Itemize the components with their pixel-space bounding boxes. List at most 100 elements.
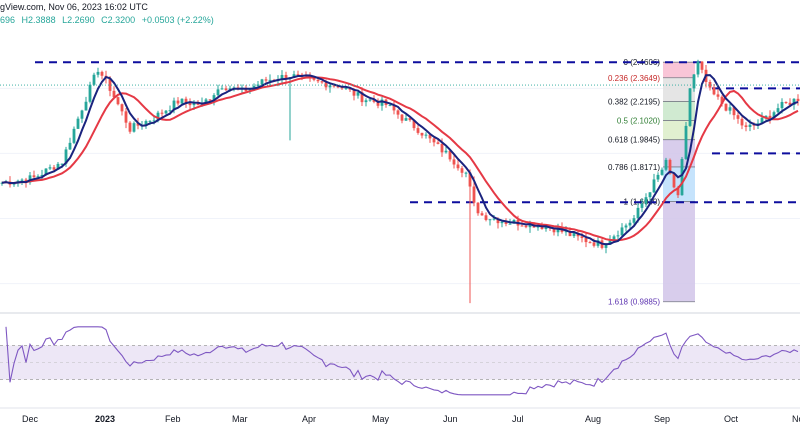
candle-body — [364, 100, 368, 103]
x-tick-label: Mar — [232, 414, 248, 424]
candle — [624, 223, 628, 232]
candle — [648, 192, 652, 202]
candle — [132, 121, 136, 133]
candle-body — [100, 71, 104, 76]
candle-body — [360, 92, 364, 103]
candle-body — [124, 111, 128, 123]
candle-body — [632, 218, 636, 223]
candle-body — [716, 94, 720, 97]
candle — [700, 61, 704, 74]
candle — [80, 109, 84, 123]
candle-body — [692, 74, 696, 89]
candle-body — [212, 95, 216, 100]
candle-body — [772, 112, 776, 119]
x-tick-label: 2023 — [95, 414, 115, 424]
fib-label: 0.382 (2.2195) — [608, 97, 660, 106]
x-tick-label: Dec — [22, 414, 39, 424]
candle-body — [156, 112, 160, 121]
candle-body — [284, 74, 288, 80]
candle-body — [80, 110, 84, 119]
candle-body — [744, 125, 748, 127]
candle-body — [556, 227, 560, 233]
candle — [456, 159, 460, 171]
fib-label: 0.786 (1.8171) — [608, 163, 660, 172]
candle-body — [496, 218, 500, 224]
candle — [420, 132, 424, 139]
candle — [708, 79, 712, 91]
candle-body — [568, 231, 572, 237]
candle — [488, 219, 492, 226]
candle-body — [312, 77, 316, 80]
candle — [652, 173, 656, 193]
candle — [680, 157, 684, 196]
candle-body — [388, 104, 392, 106]
candle — [220, 85, 224, 90]
candle-body — [296, 74, 300, 76]
candle-body — [420, 132, 424, 136]
candle-body — [20, 179, 24, 181]
candle-body — [720, 96, 724, 104]
candle — [320, 80, 324, 84]
candle-body — [352, 89, 356, 96]
x-tick-label: Oct — [724, 414, 739, 424]
candle — [476, 202, 480, 216]
candle — [396, 109, 400, 119]
fib-band — [663, 62, 695, 78]
candle — [468, 169, 472, 304]
candle-body — [768, 115, 772, 119]
candle-body — [128, 122, 132, 132]
ohlc-open: 696 — [0, 15, 16, 25]
candle-body — [592, 242, 596, 246]
candle — [176, 97, 180, 106]
candle-body — [712, 87, 716, 95]
candle — [392, 100, 396, 115]
candle-body — [668, 159, 672, 174]
candle — [672, 172, 676, 189]
fib-band — [663, 101, 695, 121]
candle-body — [84, 101, 88, 111]
candle — [588, 240, 592, 244]
candle — [68, 137, 72, 151]
candle-body — [476, 202, 480, 214]
candle-body — [648, 192, 652, 198]
x-tick-label: Sep — [654, 414, 670, 424]
candle-body — [28, 175, 32, 183]
candle-body — [544, 226, 548, 230]
candle-body — [204, 99, 208, 103]
candle-body — [760, 117, 764, 124]
candle-body — [60, 163, 64, 165]
fib-band — [663, 77, 695, 102]
candle — [760, 112, 764, 124]
candle-body — [224, 88, 228, 91]
key-levels — [35, 61, 800, 204]
candle-body — [764, 115, 768, 118]
candle-body — [120, 104, 124, 112]
candle-body — [144, 121, 148, 126]
candle-body — [400, 114, 404, 121]
candle — [280, 70, 284, 85]
candle — [776, 103, 780, 114]
candle-body — [792, 98, 796, 105]
candle-body — [184, 98, 188, 103]
candle-body — [52, 167, 56, 170]
candle — [224, 85, 228, 91]
candle — [188, 98, 192, 111]
candle-body — [708, 82, 712, 88]
candle — [728, 103, 732, 115]
candle-body — [408, 118, 412, 121]
candle-body — [344, 87, 348, 89]
candle-body — [540, 225, 544, 230]
candle — [644, 193, 648, 208]
x-tick-label: Jul — [512, 414, 524, 424]
candle-body — [700, 61, 704, 70]
candle-body — [608, 240, 612, 245]
candle-body — [728, 107, 732, 111]
candle-body — [596, 240, 600, 246]
candle — [84, 96, 88, 111]
candle-body — [164, 110, 168, 114]
candle-body — [788, 102, 792, 105]
candle — [100, 70, 104, 80]
candle — [736, 111, 740, 124]
candle-body — [324, 82, 328, 88]
